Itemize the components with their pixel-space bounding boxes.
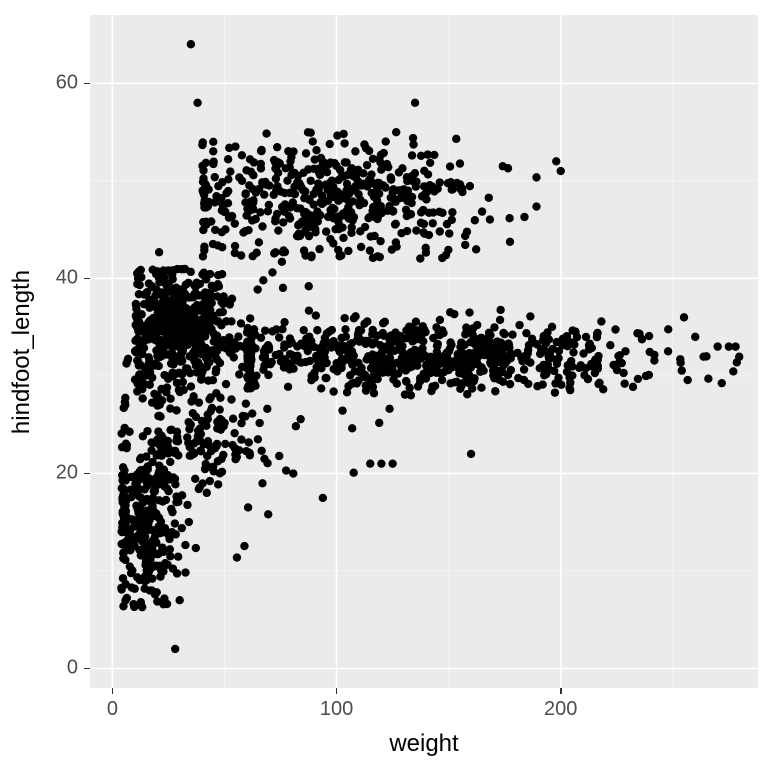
x-tick-mark	[112, 688, 113, 694]
y-tick-label: 40	[56, 267, 78, 290]
scatter-chart: weight hindfoot_length 0 100 200 0 20 40 60	[0, 0, 768, 768]
y-tick-label: 0	[67, 657, 78, 680]
y-tick-mark	[84, 473, 90, 474]
x-tick-mark	[560, 688, 561, 694]
y-tick-mark	[84, 668, 90, 669]
plot-svg	[0, 0, 768, 768]
y-tick-label: 20	[56, 462, 78, 485]
y-tick-mark	[84, 83, 90, 84]
y-axis-label: hindfoot_length	[8, 269, 36, 433]
x-axis-label: weight	[389, 730, 458, 758]
x-tick-label: 100	[320, 698, 353, 721]
x-tick-mark	[336, 688, 337, 694]
x-tick-label: 200	[544, 698, 577, 721]
y-tick-mark	[84, 278, 90, 279]
x-tick-label: 0	[107, 698, 118, 721]
y-tick-label: 60	[56, 72, 78, 95]
